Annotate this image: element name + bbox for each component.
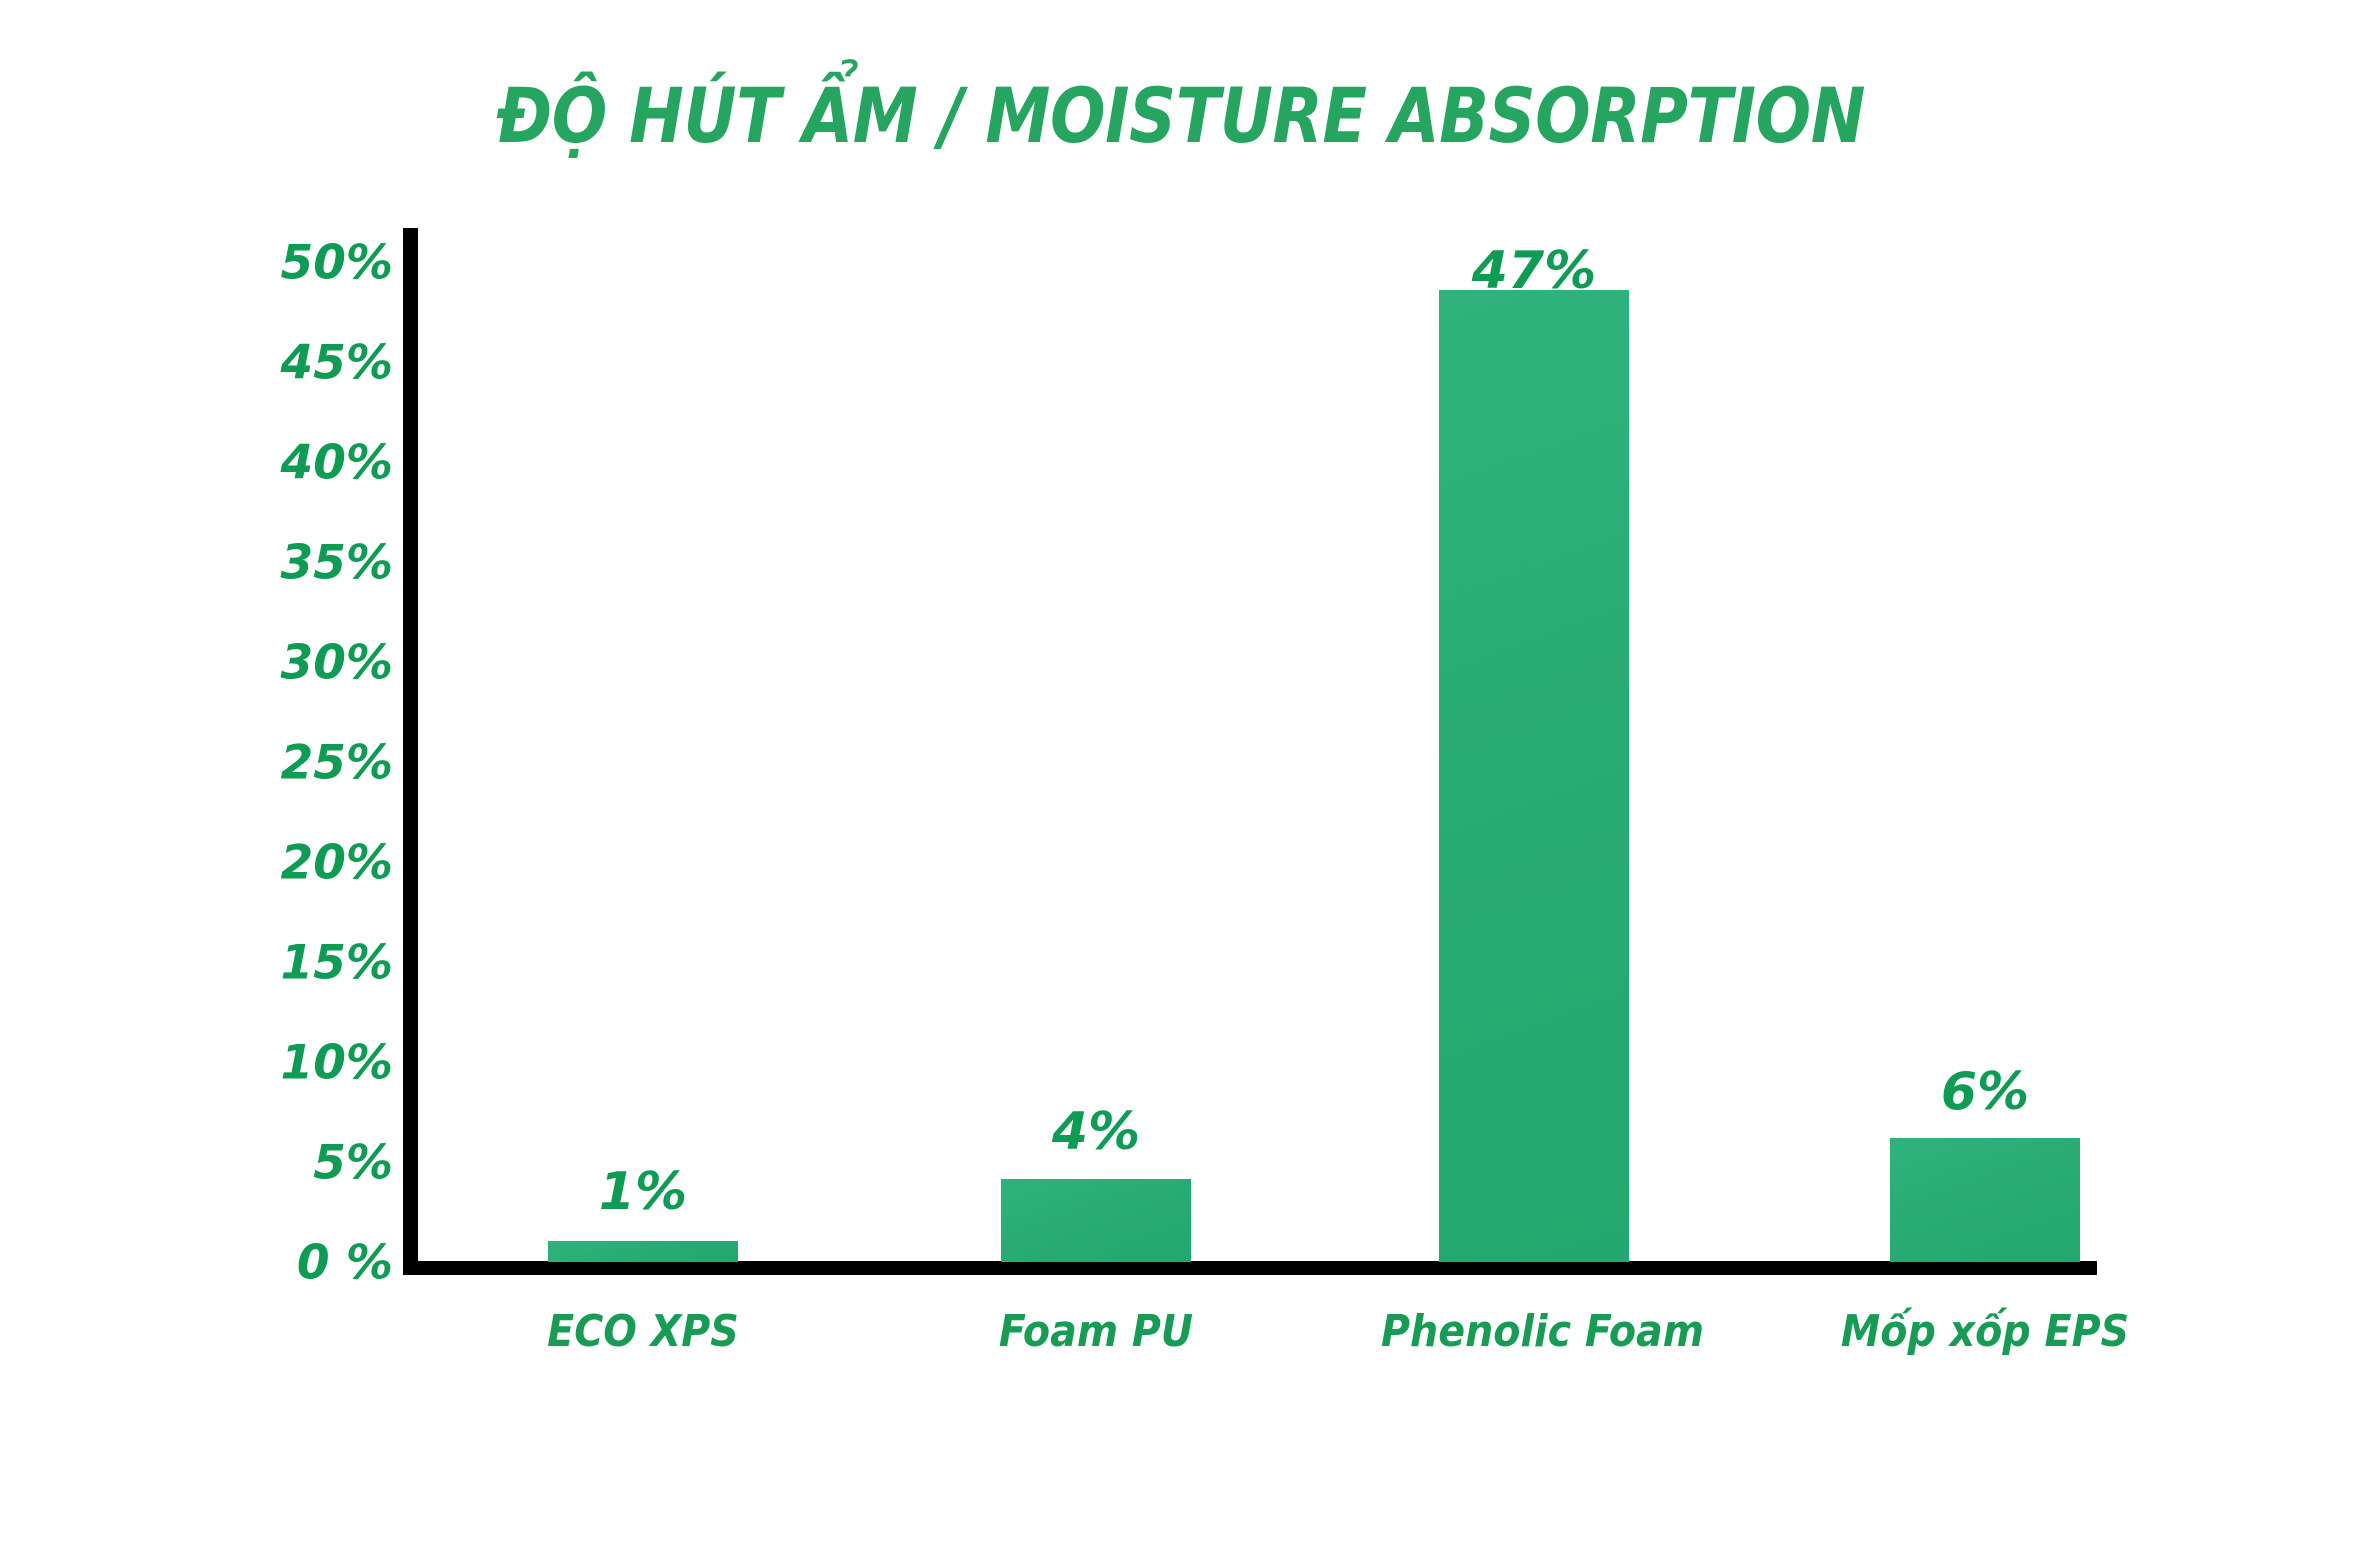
- y-tick-label: 35%: [280, 535, 394, 591]
- y-tick-label: 30%: [280, 635, 394, 691]
- y-axis-tick-labels: 50% 45% 40% 35% 30% 25% 20% 15% 10% 5% 0…: [45, 0, 394, 1542]
- bar-value-label-mop-xop-eps: 6%: [1940, 1062, 2030, 1122]
- y-tick-label: 50%: [280, 235, 394, 291]
- y-tick-label: 25%: [280, 735, 394, 791]
- bar-value-label-eco-xps: 1%: [598, 1162, 688, 1222]
- x-axis-line: [403, 1261, 2097, 1275]
- y-tick-label: 20%: [280, 835, 394, 891]
- x-category-label-foam-pu: Foam PU: [998, 1306, 1194, 1357]
- bar-foam-pu[interactable]: [1001, 1179, 1191, 1262]
- y-tick-label: 0 %: [296, 1235, 393, 1291]
- y-tick-label: 10%: [280, 1035, 394, 1091]
- chart-title: ĐỘ HÚT ẨM / MOISTURE ABSORPTION: [496, 71, 1866, 160]
- x-category-label-mop-xop-eps: Mốp xốp EPS: [1840, 1306, 2130, 1357]
- y-tick-label: 5%: [313, 1135, 393, 1191]
- x-category-label-eco-xps: ECO XPS: [547, 1306, 739, 1357]
- x-category-label-phenolic-foam: Phenolic Foam: [1381, 1306, 1705, 1357]
- bar-eco-xps[interactable]: [548, 1241, 738, 1262]
- bar-mop-xop-eps[interactable]: [1890, 1137, 2080, 1262]
- y-tick-label: 45%: [280, 335, 394, 391]
- bar-phenolic-foam[interactable]: [1439, 290, 1629, 1262]
- bar-value-label-phenolic-foam: 47%: [1471, 241, 1597, 301]
- y-tick-label: 40%: [280, 435, 394, 491]
- y-axis-line: [403, 228, 418, 1275]
- bar-value-label-foam-pu: 4%: [1051, 1102, 1141, 1162]
- y-tick-label: 15%: [280, 935, 394, 991]
- bars-layer: [403, 228, 2097, 1262]
